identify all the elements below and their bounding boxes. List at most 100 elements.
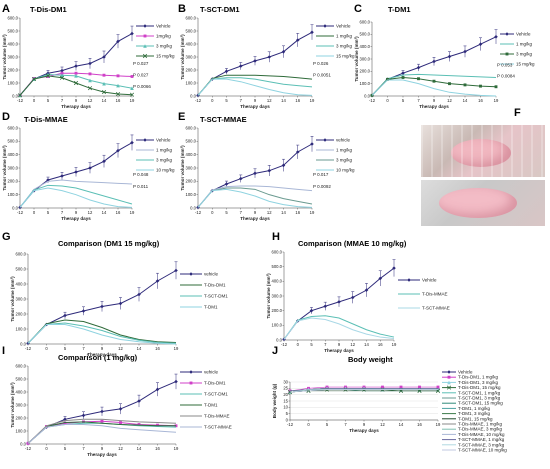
data-point [130, 75, 134, 78]
p-value-annotation: P 0.011 [133, 184, 149, 189]
legend-label: T-SCT-MMAE [422, 306, 450, 311]
data-point [74, 71, 78, 75]
x-axis-label: Therapy days [240, 104, 270, 109]
data-point [432, 79, 436, 83]
p-value-annotation: P 0.0066 [133, 84, 151, 89]
x-tick-label: 7 [82, 446, 85, 451]
data-point [73, 80, 79, 86]
x-tick-label: -12 [17, 98, 24, 103]
chart-H: H Comparison (MMAE 10 mg/kg) 0.0 100.0 200.0… [266, 231, 450, 353]
x-tick-label: -12 [281, 342, 288, 347]
data-point [392, 266, 396, 270]
legend-label: 1 mg/kg [336, 34, 353, 39]
series-line [289, 388, 438, 392]
data-point [88, 78, 92, 83]
x-tick-label: 19 [392, 342, 397, 347]
panel-letter: H [272, 231, 280, 243]
chart-title: T-SCT-DM1 [200, 5, 240, 14]
series-line [371, 73, 497, 96]
x-tick-label: 9 [75, 98, 78, 103]
data-point [463, 83, 467, 87]
data-point [100, 304, 104, 309]
data-point [432, 59, 436, 64]
y-tick-label: 200.0 [360, 69, 371, 74]
y-tick-label: 300.0 [272, 293, 283, 298]
legend-marker [189, 370, 193, 374]
series-line [197, 188, 313, 208]
cage-bars [421, 125, 545, 177]
x-tick-label: 12 [380, 422, 385, 427]
legend-label: T-Dis-MMAE [422, 292, 448, 297]
legend-label: 10 mg/kg [336, 168, 355, 173]
y-tick-label: 400.0 [360, 44, 371, 49]
data-point [118, 407, 123, 411]
x-tick-label: 16 [478, 98, 483, 103]
y-axis-label: Tumor volume (mm³) [2, 34, 7, 80]
x-tick-label: 5 [47, 98, 50, 103]
panel-letter: I [2, 345, 5, 357]
data-point [378, 276, 383, 281]
x-tick-label: 7 [82, 346, 85, 351]
chart-title: Comparison (DM1 15 mg/kg) [58, 239, 160, 248]
x-tick-label: 0 [297, 342, 300, 347]
data-point [295, 150, 300, 154]
series-line [289, 390, 438, 393]
data-point [281, 163, 286, 168]
x-tick-label: 19 [130, 210, 135, 215]
y-tick-label: 0 [286, 417, 289, 422]
legend-label: T-SCT-MMAE, 10 mg/kg [458, 448, 507, 453]
p-value-annotation: P 0.026 [313, 61, 329, 66]
chart-D: D T-Dis-MMAE 0.0 100.0 200.0 300.0 400.0 500.0 6… [2, 111, 175, 221]
data-point [88, 166, 92, 170]
mouse-photo-top [421, 125, 545, 177]
x-tick-label: 16 [378, 342, 383, 347]
legend-marker [505, 52, 509, 56]
y-tick-label: 500.0 [186, 28, 197, 33]
chart-E: E T-SCT-MMAE 0.0 100.0 200.0 300.0 400.0 500.0 6… [178, 111, 355, 221]
data-point [447, 54, 452, 59]
legend-marker [407, 278, 411, 282]
p-value-annotation: P 0.053 [497, 62, 513, 67]
chart-C: C T-DM1 0.0 100.0 200.0 300.0 400.0 500.0 600.0 -… [354, 3, 535, 109]
x-tick-label: 9 [254, 98, 257, 103]
series-line [197, 78, 313, 96]
data-point [238, 176, 243, 181]
panel-letter: J [272, 345, 278, 357]
series-line [27, 324, 177, 345]
y-tick-label: 100.0 [272, 323, 283, 328]
x-axis-label: Therapy days [349, 428, 379, 433]
legend-label: T-SCT-DM1 [204, 392, 228, 397]
panel-letter: G [2, 231, 11, 243]
y-tick-label: 100.0 [186, 80, 197, 85]
x-tick-label: 12 [447, 98, 452, 103]
chart-title: Comparison (1 mg/kg) [58, 353, 138, 362]
data-point [59, 75, 65, 80]
y-tick-label: 0.0 [364, 93, 370, 98]
x-tick-label: 5 [64, 346, 67, 351]
legend-label: T-DM1 [204, 403, 218, 408]
y-tick-label: 100.0 [16, 428, 27, 433]
series-line [371, 79, 497, 97]
data-point [494, 35, 498, 39]
data-point [116, 148, 120, 153]
y-tick-label: 600.0 [16, 363, 27, 368]
x-tick-label: 14 [399, 422, 404, 427]
data-point [156, 423, 159, 427]
data-point [418, 385, 421, 389]
legend-label: T-SCT-DM1, 3 mg/kg [458, 396, 501, 401]
data-point [102, 55, 106, 59]
y-tick-label: 400.0 [186, 41, 197, 46]
mouse-body-bottom [439, 188, 517, 218]
x-axis-label: Therapy days [61, 104, 91, 109]
data-point [100, 409, 104, 414]
y-tick-label: 300.0 [186, 165, 197, 170]
legend-label: T-DM1, 3 mg/kg [458, 411, 491, 416]
panel-letter: A [2, 3, 10, 15]
legend-label: Vehicle [336, 24, 351, 29]
x-tick-label: -12 [17, 210, 24, 215]
x-tick-label: 7 [61, 210, 64, 215]
chart-I: I Comparison (1 mg/kg) 0.0 100.0 200.0 300.0 4… [2, 345, 232, 457]
p-value-annotation: P 0.0092 [313, 184, 331, 189]
data-point [60, 71, 64, 75]
legend-label: T-DM1 [204, 305, 218, 310]
